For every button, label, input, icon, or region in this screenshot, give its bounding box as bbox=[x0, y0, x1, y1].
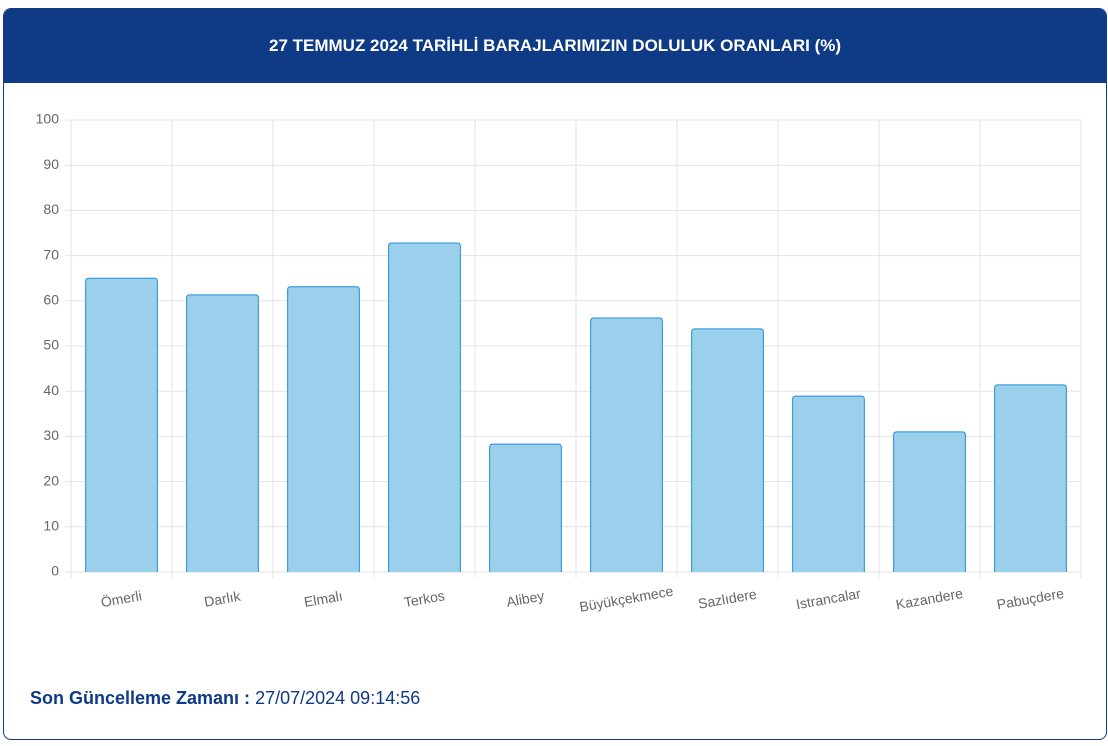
bar bbox=[287, 286, 360, 572]
y-tick-label: 10 bbox=[43, 518, 59, 534]
y-tick-label: 0 bbox=[51, 563, 59, 579]
bar bbox=[590, 317, 663, 572]
x-tick-label: Alibey bbox=[505, 588, 545, 610]
y-tick-label: 50 bbox=[43, 337, 59, 353]
x-tick-label: Sazlıdere bbox=[697, 586, 758, 612]
y-tick-label: 20 bbox=[43, 472, 59, 488]
y-tick-label: 40 bbox=[43, 382, 59, 398]
y-tick-label: 100 bbox=[36, 111, 60, 127]
x-tick-label: Büyükçekmece bbox=[578, 583, 674, 615]
x-tick-label: Ömerli bbox=[99, 586, 143, 610]
chart-title: 27 TEMMUZ 2024 TARİHLİ BARAJLARIMIZIN DO… bbox=[4, 9, 1106, 83]
y-tick-label: 80 bbox=[43, 201, 59, 217]
bar bbox=[85, 277, 158, 572]
x-tick-label: Darlık bbox=[203, 587, 243, 609]
y-tick-label: 70 bbox=[43, 246, 59, 262]
chart: 0 10 20 30 40 50 60 70 80 90 100 Ömerli Darlık Elmalı… bbox=[36, 111, 1082, 615]
bar bbox=[893, 431, 966, 572]
bar bbox=[994, 384, 1067, 572]
x-tick-label: Elmalı bbox=[303, 587, 344, 610]
footer-value: 27/07/2024 09:14:56 bbox=[255, 688, 421, 708]
x-tick-label: Pabuçdere bbox=[996, 585, 1066, 613]
footer: Son Güncelleme Zamanı : 27/07/2024 09:14… bbox=[30, 688, 420, 709]
bar bbox=[792, 395, 865, 572]
bar bbox=[186, 294, 259, 572]
y-tick-label: 30 bbox=[43, 427, 59, 443]
bar bbox=[388, 242, 461, 572]
x-tick-label: Terkos bbox=[403, 587, 446, 610]
x-tick-label: Kazandere bbox=[895, 585, 965, 613]
y-tick-label: 90 bbox=[43, 156, 59, 172]
footer-label: Son Güncelleme Zamanı : bbox=[30, 688, 251, 708]
bar bbox=[489, 443, 562, 572]
x-tick-label: Istrancalar bbox=[795, 585, 862, 612]
bar bbox=[691, 328, 764, 572]
card: 27 TEMMUZ 2024 TARİHLİ BARAJLARIMIZIN DO… bbox=[3, 8, 1107, 740]
y-tick-label: 60 bbox=[43, 292, 59, 308]
